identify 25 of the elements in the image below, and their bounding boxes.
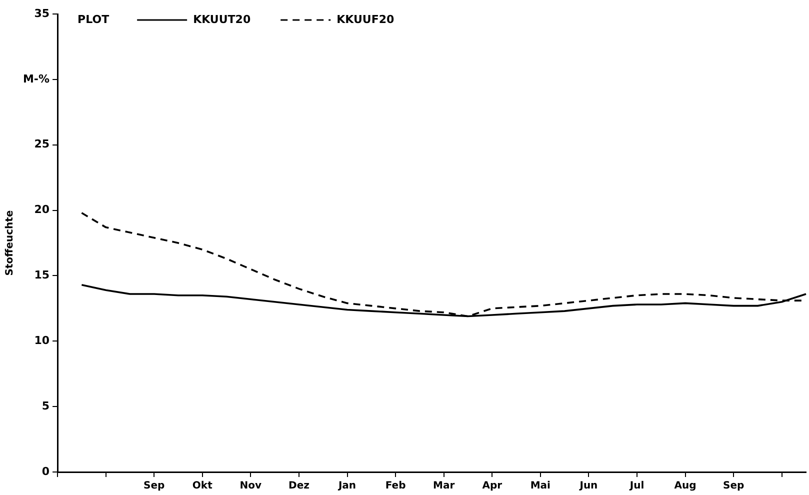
x-tick-label: Mai bbox=[530, 480, 550, 492]
x-tick-label: Feb bbox=[385, 480, 406, 492]
y-tick-label: 5 bbox=[42, 399, 50, 412]
y-tick-label: M-% bbox=[22, 72, 50, 86]
y-tick-label: 0 bbox=[42, 464, 50, 478]
x-tick-label: Dez bbox=[288, 480, 310, 492]
x-tick-label: Nov bbox=[240, 480, 262, 492]
legend-title: PLOT bbox=[78, 12, 110, 26]
x-tick-label: Mar bbox=[433, 480, 455, 492]
y-tick-label: 35 bbox=[34, 6, 50, 20]
legend-label: KKUUF20 bbox=[336, 12, 394, 26]
y-tick-label: 20 bbox=[34, 203, 50, 216]
x-tick-label: Sep bbox=[722, 480, 744, 492]
y-tick-label: 15 bbox=[34, 268, 50, 282]
x-tick-label: Sep bbox=[144, 480, 165, 492]
x-tick-label: Jun bbox=[578, 480, 598, 492]
y-tick-label: 25 bbox=[34, 138, 50, 151]
x-tick-label: Jul bbox=[628, 480, 644, 492]
y-tick-label: 10 bbox=[34, 334, 50, 347]
legend-label: KKUUT20 bbox=[193, 12, 251, 26]
y-axis-title: Stoffeuchte bbox=[4, 210, 16, 276]
x-tick-label: Jan bbox=[337, 480, 356, 492]
x-tick-label: Aug bbox=[674, 480, 696, 492]
x-tick-label: Apr bbox=[482, 480, 502, 492]
x-tick-label: Okt bbox=[192, 480, 213, 492]
